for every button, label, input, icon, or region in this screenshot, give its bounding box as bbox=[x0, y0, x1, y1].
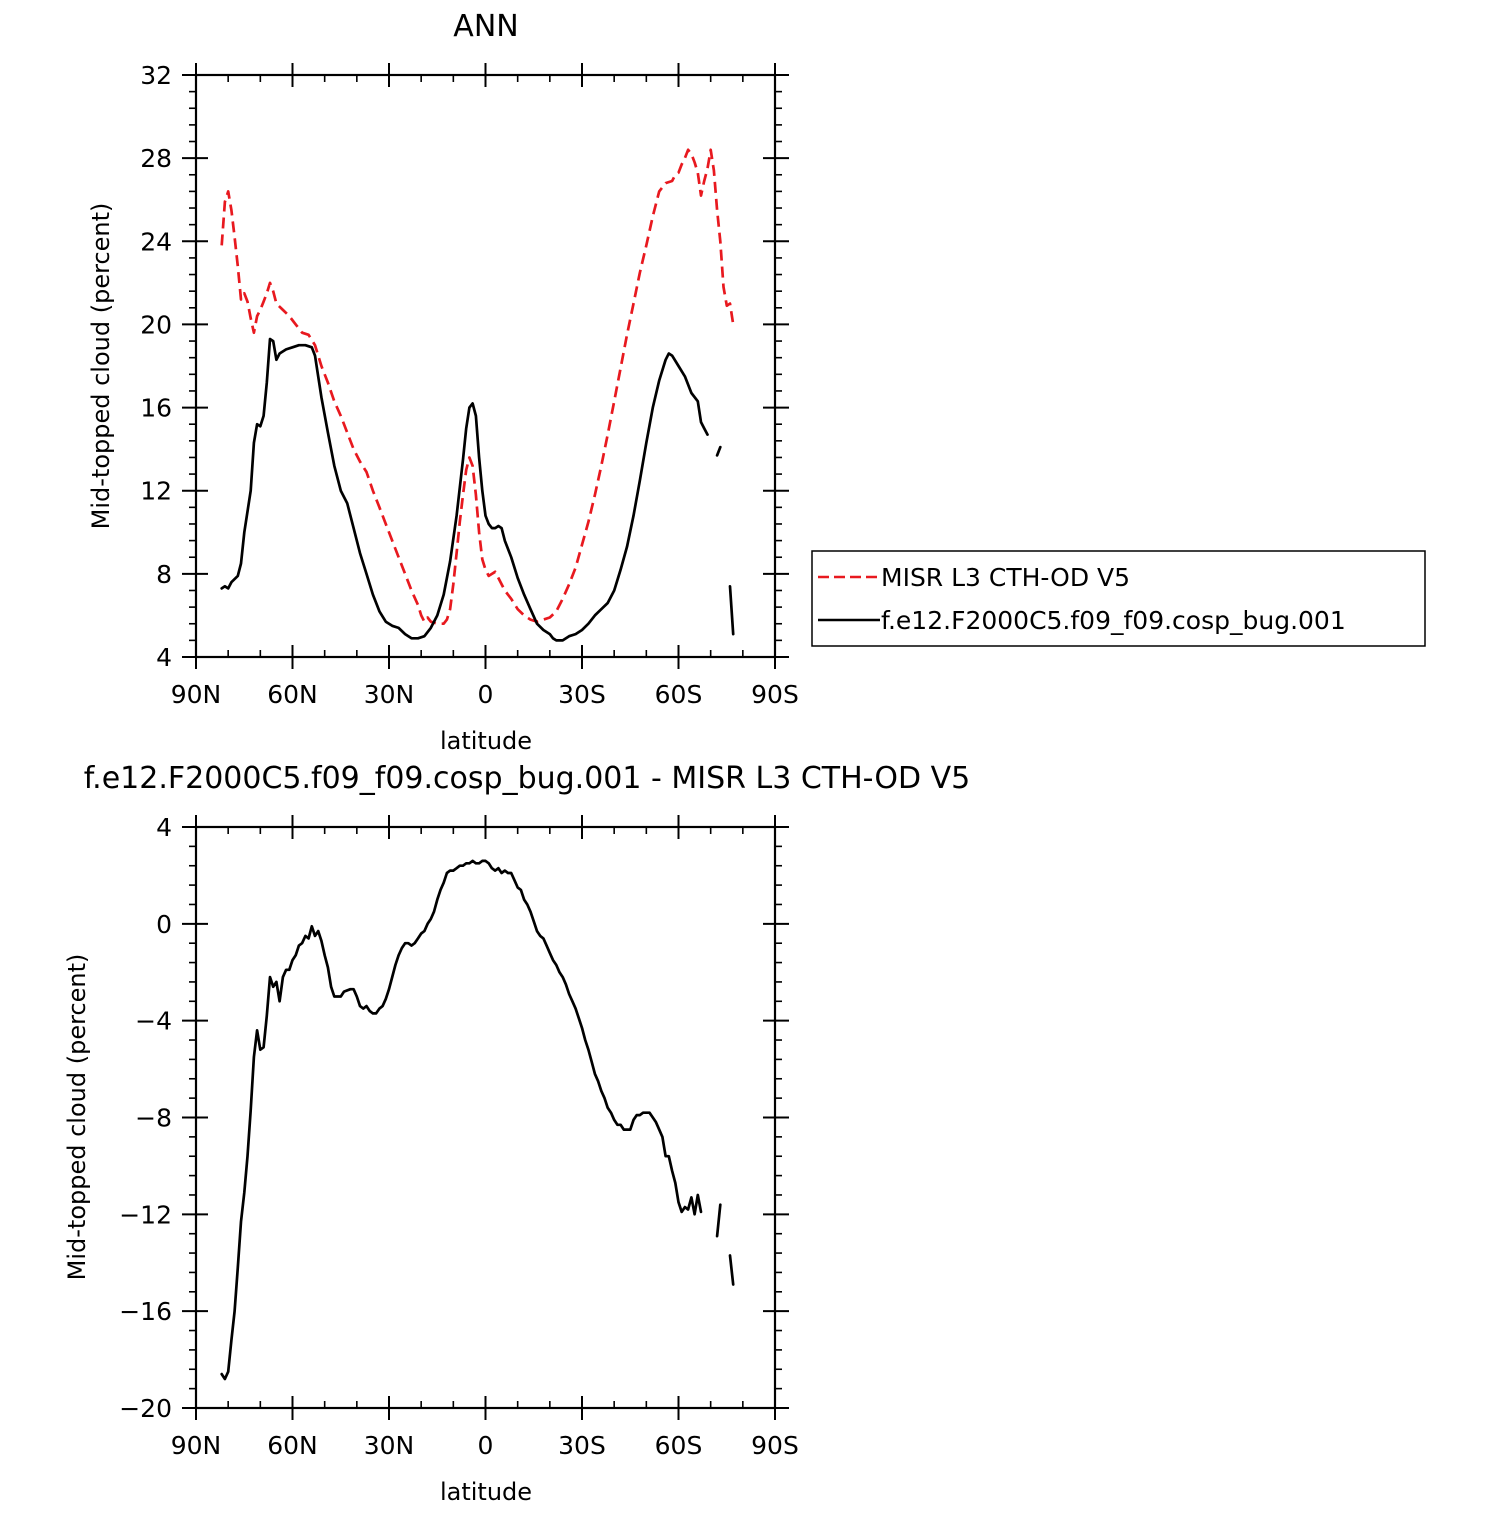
top-chart-x-tick-label: 0 bbox=[478, 680, 494, 709]
top-chart-series-0-line bbox=[220, 148, 735, 626]
top-chart-y-tick-label: 32 bbox=[140, 61, 172, 90]
bottom-chart-x-tick-label: 90N bbox=[171, 1431, 222, 1460]
bottom-chart-y-tick-label: −12 bbox=[119, 1200, 172, 1229]
bottom-chart-series-0-line bbox=[220, 859, 703, 1381]
top-chart-x-tick-label: 60S bbox=[655, 680, 703, 709]
top-chart-panel: ANN 90N 60N 30N 0 30S 60S 90S 4 8 12 16 20 24 28 32 Mi… bbox=[87, 9, 1426, 755]
top-chart-series bbox=[220, 148, 735, 642]
bottom-chart-series-0-line bbox=[728, 1254, 735, 1286]
bottom-chart-axes: 90N 60N 30N 0 30S 60S 90S −20 −16 −12 −8 −4 0 4 bbox=[119, 813, 799, 1460]
top-chart-axes: 90N 60N 30N 0 30S 60S 90S 4 8 12 16 20 24 28 32 bbox=[140, 61, 799, 709]
top-chart-x-tick-label: 60N bbox=[267, 680, 318, 709]
bottom-chart-x-tick-label: 30S bbox=[558, 1431, 606, 1460]
top-chart-y-tick-label: 8 bbox=[156, 560, 172, 589]
bottom-chart-y-tick-label: −20 bbox=[119, 1394, 172, 1423]
top-chart-series-1-line bbox=[728, 584, 735, 636]
top-chart-x-axis-title: latitude bbox=[440, 727, 532, 755]
bottom-chart-series-0-line bbox=[715, 1203, 722, 1238]
top-chart-x-tick-label: 90N bbox=[171, 680, 222, 709]
bottom-chart-x-tick-label: 60N bbox=[267, 1431, 318, 1460]
top-chart-y-tick-label: 4 bbox=[156, 643, 172, 672]
bottom-chart-y-axis-title: Mid-topped cloud (percent) bbox=[63, 954, 91, 1281]
bottom-chart-x-axis-title: latitude bbox=[440, 1478, 532, 1506]
bottom-chart-plot-frame bbox=[194, 825, 777, 1410]
legend-box bbox=[811, 550, 1426, 647]
top-chart-y-tick-label: 12 bbox=[140, 477, 172, 506]
top-chart-x-tick-label: 30N bbox=[364, 680, 415, 709]
top-chart-y-tick-label: 20 bbox=[140, 310, 172, 339]
bottom-chart-x-tick-label: 90S bbox=[751, 1431, 799, 1460]
top-chart-y-axis-title: Mid-topped cloud (percent) bbox=[87, 203, 115, 530]
bottom-chart-series bbox=[220, 859, 735, 1381]
top-chart-title: ANN bbox=[453, 9, 518, 44]
bottom-chart-x-tick-label: 0 bbox=[478, 1431, 494, 1460]
bottom-chart-x-tick-label: 30N bbox=[364, 1431, 415, 1460]
bottom-chart-panel: f.e12.F2000C5.f09_f09.cosp_bug.001 - MIS… bbox=[63, 761, 970, 1506]
top-chart-y-tick-label: 16 bbox=[140, 394, 172, 423]
bottom-chart-title: f.e12.F2000C5.f09_f09.cosp_bug.001 - MIS… bbox=[84, 761, 970, 796]
bottom-chart-y-tick-label: 0 bbox=[156, 910, 172, 939]
top-chart-series-1-line bbox=[220, 337, 709, 642]
legend-label-misr: MISR L3 CTH-OD V5 bbox=[881, 563, 1130, 592]
bottom-chart-y-tick-label: −4 bbox=[135, 1007, 172, 1036]
bottom-chart-x-tick-label: 60S bbox=[655, 1431, 703, 1460]
top-chart-plot-frame bbox=[194, 73, 777, 659]
bottom-chart-y-tick-label: −16 bbox=[119, 1297, 172, 1326]
top-chart-y-tick-label: 24 bbox=[140, 227, 172, 256]
legend: MISR L3 CTH-OD V5 f.e12.F2000C5.f09_f09.… bbox=[811, 550, 1426, 647]
top-chart-y-tick-label: 28 bbox=[140, 144, 172, 173]
top-chart-x-tick-label: 30S bbox=[558, 680, 606, 709]
bottom-chart-y-tick-label: −8 bbox=[135, 1104, 172, 1133]
bottom-chart-y-tick-label: 4 bbox=[156, 813, 172, 842]
top-chart-series-1-line bbox=[715, 445, 722, 457]
legend-label-model: f.e12.F2000C5.f09_f09.cosp_bug.001 bbox=[881, 606, 1346, 635]
top-chart-x-tick-label: 90S bbox=[751, 680, 799, 709]
